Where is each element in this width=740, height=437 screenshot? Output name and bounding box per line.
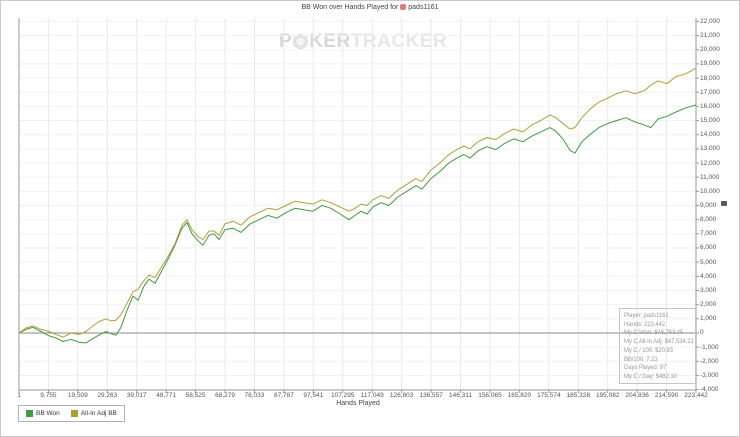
watermark-tracker: TRACKER — [350, 31, 448, 52]
legend-label-all-in-adj: All-In Adj BB — [80, 410, 117, 417]
stats-row-c-per-100: My C / 100: $20.93 — [624, 347, 673, 354]
all-in-adj-swatch — [70, 410, 78, 417]
stats-row-days-played: Days Played: 97 — [624, 365, 667, 372]
player-name: pads1161 — [408, 4, 439, 11]
bb-won-swatch — [26, 410, 33, 417]
watermark-ker: KER — [309, 31, 351, 52]
legend-item-all-in-adj: All-In Adj BB — [70, 410, 117, 417]
stats-row-all-in-adj: My C All-In Adj: $47,534.21 — [624, 339, 694, 346]
x-axis-title: Hands Played — [336, 400, 380, 407]
legend: BB Won All-In Adj BB — [18, 405, 125, 422]
stats-row-c-won: My C Won: $46,763.45 — [624, 330, 684, 337]
legend-label-bb-won: BB Won — [36, 410, 60, 417]
stats-row-bb-per-100: BB/100: 7.23 — [624, 356, 658, 363]
stats-box: Player: pads1161 Hands: 223,442 My C Won… — [619, 308, 696, 384]
legend-item-bb-won: BB Won — [26, 410, 60, 417]
watermark-p: P — [279, 31, 293, 52]
chart-title-text: BB Won over Hands Played for — [301, 4, 399, 11]
stats-row-c-per-day: My C / Day: $482.10 — [624, 373, 677, 380]
site-icon — [400, 4, 407, 10]
chart-title: BB Won over Hands Played for pads1161 — [1, 4, 739, 11]
y-axis-unit-icon — [721, 201, 727, 206]
stats-row-player: Player: pads1161 — [624, 313, 669, 319]
stats-row-hands: Hands: 223,442 — [624, 321, 665, 328]
